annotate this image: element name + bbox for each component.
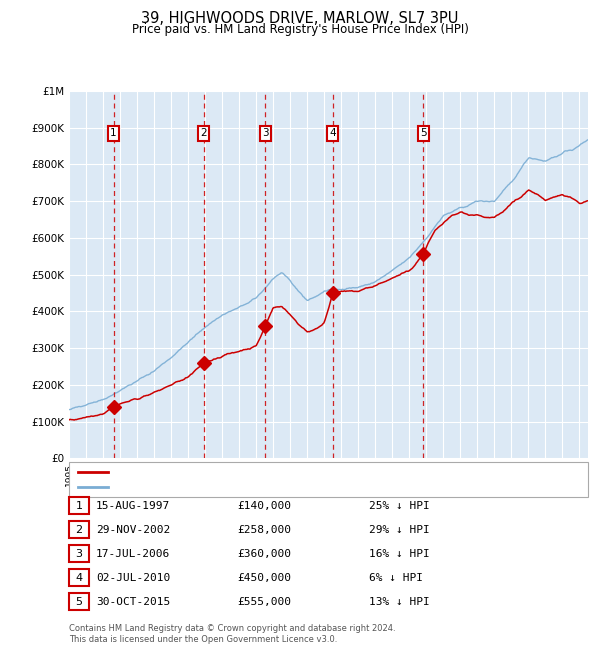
Text: 6% ↓ HPI: 6% ↓ HPI xyxy=(369,573,423,583)
Text: 29-NOV-2002: 29-NOV-2002 xyxy=(96,525,170,535)
Text: 30-OCT-2015: 30-OCT-2015 xyxy=(96,597,170,607)
Text: 4: 4 xyxy=(329,128,336,138)
Text: 17-JUL-2006: 17-JUL-2006 xyxy=(96,549,170,559)
Text: 15-AUG-1997: 15-AUG-1997 xyxy=(96,500,170,511)
Text: 2: 2 xyxy=(76,525,82,535)
Text: 25% ↓ HPI: 25% ↓ HPI xyxy=(369,500,430,511)
Text: £555,000: £555,000 xyxy=(237,597,291,607)
Text: Price paid vs. HM Land Registry's House Price Index (HPI): Price paid vs. HM Land Registry's House … xyxy=(131,23,469,36)
Text: Contains HM Land Registry data © Crown copyright and database right 2024.
This d: Contains HM Land Registry data © Crown c… xyxy=(69,624,395,644)
Text: 1: 1 xyxy=(76,500,82,511)
Text: HPI: Average price, detached house, Buckinghamshire: HPI: Average price, detached house, Buck… xyxy=(114,482,385,492)
Text: 5: 5 xyxy=(420,128,427,138)
Text: £360,000: £360,000 xyxy=(237,549,291,559)
Text: £140,000: £140,000 xyxy=(237,500,291,511)
Text: 1: 1 xyxy=(110,128,117,138)
Text: 4: 4 xyxy=(76,573,82,583)
Text: 5: 5 xyxy=(76,597,82,607)
Text: 3: 3 xyxy=(76,549,82,559)
Text: 39, HIGHWOODS DRIVE, MARLOW, SL7 3PU (detached house): 39, HIGHWOODS DRIVE, MARLOW, SL7 3PU (de… xyxy=(114,467,421,476)
Text: 16% ↓ HPI: 16% ↓ HPI xyxy=(369,549,430,559)
Text: 3: 3 xyxy=(262,128,269,138)
Text: 13% ↓ HPI: 13% ↓ HPI xyxy=(369,597,430,607)
Text: 29% ↓ HPI: 29% ↓ HPI xyxy=(369,525,430,535)
Text: 02-JUL-2010: 02-JUL-2010 xyxy=(96,573,170,583)
Text: 2: 2 xyxy=(200,128,207,138)
Text: 39, HIGHWOODS DRIVE, MARLOW, SL7 3PU: 39, HIGHWOODS DRIVE, MARLOW, SL7 3PU xyxy=(142,10,458,26)
Text: £258,000: £258,000 xyxy=(237,525,291,535)
Text: £450,000: £450,000 xyxy=(237,573,291,583)
